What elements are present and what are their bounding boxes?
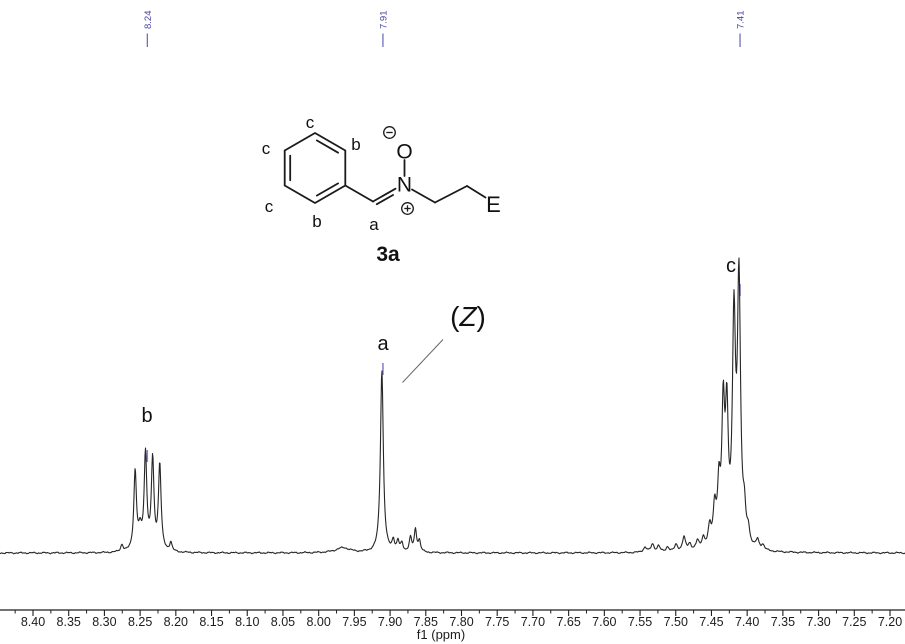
- axis-tick-label: 7.90: [378, 615, 402, 629]
- axis-tick-label: 8.20: [164, 615, 188, 629]
- peak-pick-ppm-label: 8.24: [143, 11, 154, 30]
- axis-tick-label: 7.35: [771, 615, 795, 629]
- axis-tick-label: 7.60: [592, 615, 616, 629]
- axis-tick-label: 7.45: [699, 615, 723, 629]
- axis-tick-label: 8.25: [128, 615, 152, 629]
- peak-pick-ppm-label: 7.41: [736, 11, 747, 30]
- z-close-paren: ): [477, 301, 486, 332]
- minus-charge-icon: [383, 126, 396, 139]
- axis-tick-label: 7.55: [628, 615, 652, 629]
- ring-label-a: a: [369, 215, 379, 234]
- z-leader-line: [402, 339, 444, 383]
- axis-tick-label: 7.95: [342, 615, 366, 629]
- molecule-structure: O N E c c c b b a 3a: [262, 113, 501, 266]
- axis-tick-label: 7.70: [521, 615, 545, 629]
- axis-tick-label: 8.10: [235, 615, 259, 629]
- n-ch2-bond-icon: [411, 188, 436, 204]
- ring-double-bond-icon: [315, 182, 340, 197]
- peak-pick-labels-group: 8.24 7.91 7.41: [143, 11, 747, 462]
- spectrum-annotations: b a c (Z): [141, 255, 736, 427]
- plus-charge-icon: [401, 202, 414, 215]
- axis-tick-label: 8.15: [199, 615, 223, 629]
- z-isomer-label: (Z): [450, 301, 486, 332]
- peak-label-a: a: [377, 333, 389, 355]
- axis-tick-label: 7.25: [842, 615, 866, 629]
- x-axis: f1 (ppm) 8.40 8.35 8.30 8.25 8.20 8.15 8.10 8.0…: [0, 609, 905, 642]
- nmr-trace: [0, 257, 905, 555]
- z-letter: Z: [458, 301, 477, 332]
- ring-label-c-left-lower: c: [265, 197, 274, 216]
- ch2-e-bond-icon: [466, 185, 487, 199]
- axis-tick-label: 7.85: [414, 615, 438, 629]
- x-axis-title: f1 (ppm): [417, 627, 465, 642]
- axis-tick-label: 7.20: [878, 615, 902, 629]
- ch2-ch2-bond-icon: [434, 185, 468, 204]
- axis-tick-label: 7.80: [449, 615, 473, 629]
- ring-label-c-left-upper: c: [262, 139, 271, 158]
- z-open-paren: (: [450, 301, 460, 332]
- ring-label-b-bottom: b: [312, 212, 321, 231]
- cn-double-bond-icon: [372, 187, 397, 203]
- axis-tick-label: 7.50: [664, 615, 688, 629]
- axis-tick-label: 7.75: [485, 615, 509, 629]
- compound-number-label: 3a: [376, 243, 400, 266]
- peak-label-b: b: [141, 405, 152, 427]
- axis-tick-label: 8.35: [57, 615, 81, 629]
- bond-ring-to-ch-icon: [344, 184, 374, 203]
- peak-pick-ppm-label: 7.91: [378, 11, 389, 30]
- ring-label-c-top: c: [306, 113, 315, 132]
- axis-tick-label: 7.40: [735, 615, 759, 629]
- axis-tick-label: 7.65: [556, 615, 580, 629]
- ring-double-bond-icon: [315, 139, 340, 154]
- cn-double-bond-icon: [375, 194, 394, 206]
- benzene-ring-icon: [283, 132, 347, 204]
- axis-tick-label: 7.30: [806, 615, 830, 629]
- axis-tick-label: 8.30: [92, 615, 116, 629]
- ring-label-b-right-upper: b: [351, 135, 360, 154]
- ester-group-label: E: [486, 192, 501, 217]
- nitrogen-atom-label: N: [397, 174, 412, 197]
- oxygen-atom-label: O: [396, 141, 412, 164]
- peak-label-c: c: [726, 255, 736, 277]
- axis-tick-label: 8.40: [21, 615, 45, 629]
- axis-tick-label: 8.00: [306, 615, 330, 629]
- axis-tick-label: 8.05: [271, 615, 295, 629]
